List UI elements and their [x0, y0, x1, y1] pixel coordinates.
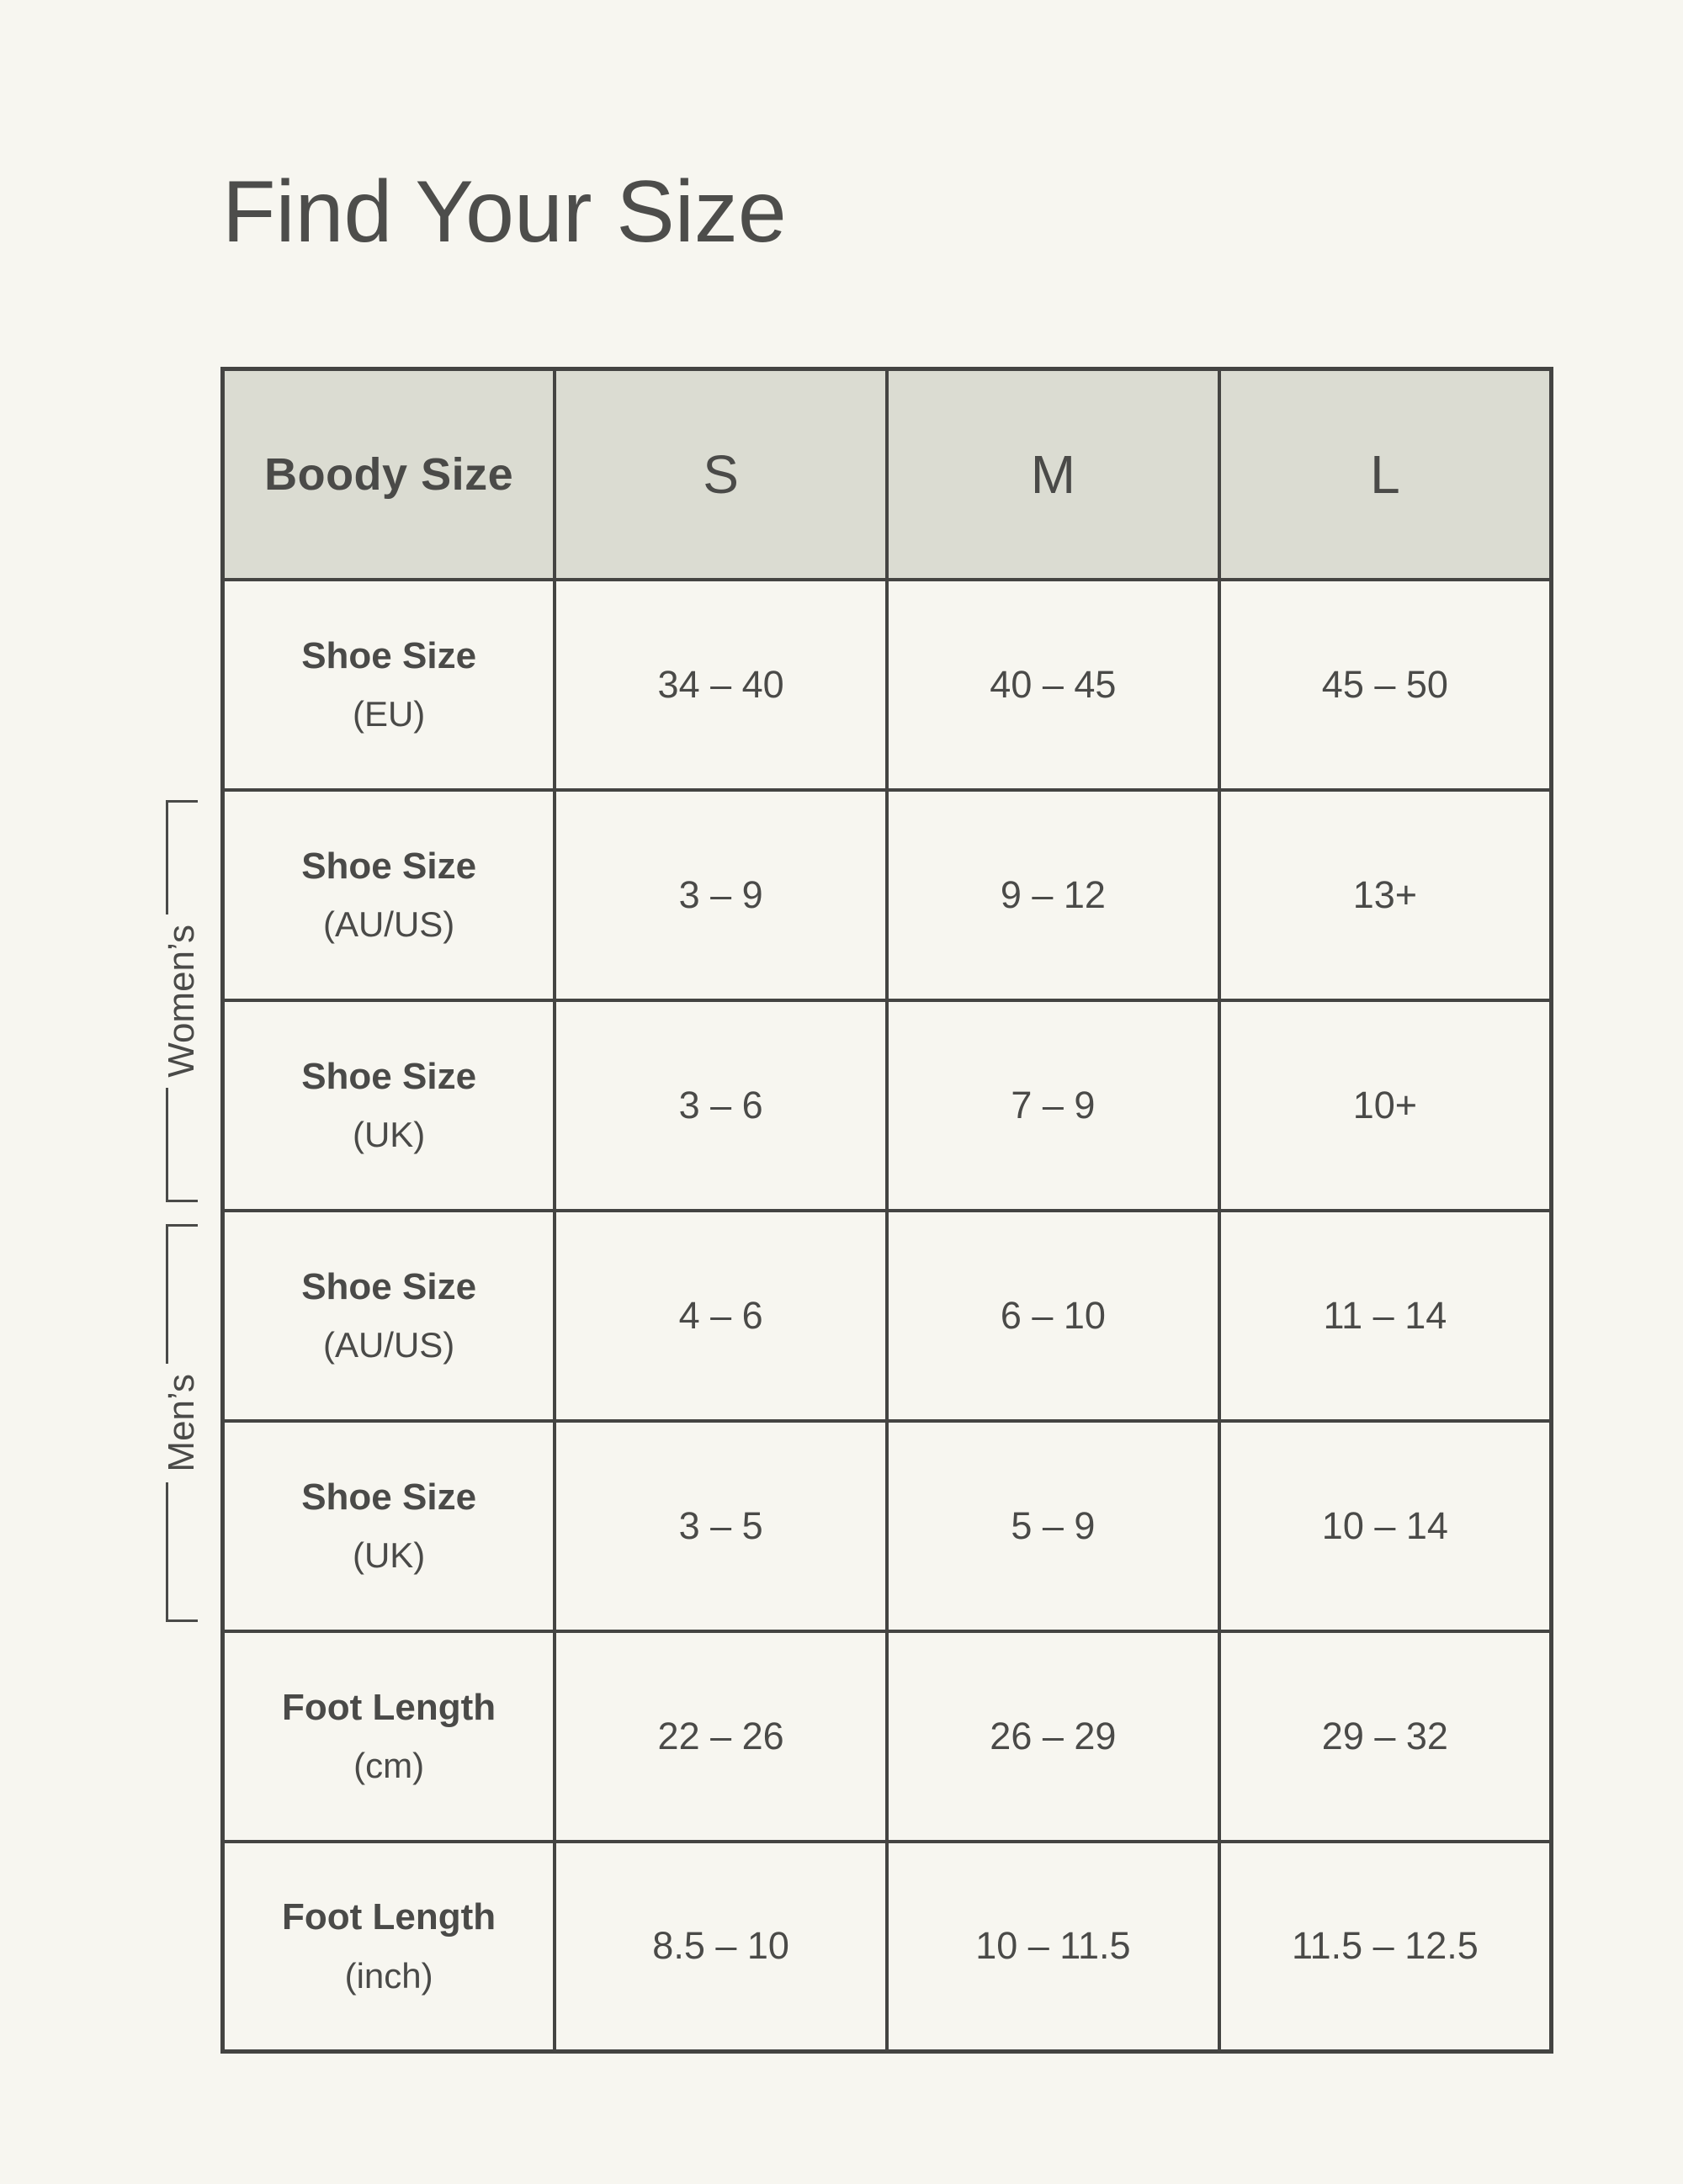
- row-label-shoe-size-eu: Shoe Size (EU): [220, 577, 557, 792]
- mens-group-label: Men’s: [161, 1374, 202, 1472]
- row-label-sub: (EU): [352, 694, 426, 734]
- row-label-shoe-size-auus-womens: Shoe Size (AU/US): [220, 787, 557, 1002]
- page-title: Find Your Size: [222, 163, 787, 261]
- cell-value: 11.5 – 12.5: [1217, 1839, 1553, 2054]
- table-row-shoe-size-eu: Shoe Size (EU) 34 – 40 40 – 45 45 – 50: [220, 577, 1553, 792]
- cell-value: 4 – 6: [553, 1208, 889, 1423]
- cell-value: 10 – 14: [1217, 1418, 1553, 1633]
- header-size-s: S: [553, 367, 889, 581]
- womens-group-bracket: Women’s: [161, 800, 202, 1202]
- row-label-main: Shoe Size: [301, 1476, 477, 1518]
- row-label-main: Shoe Size: [301, 1265, 477, 1307]
- row-label-shoe-size-uk-mens: Shoe Size (UK): [220, 1418, 557, 1633]
- table-row-foot-length-cm: Foot Length (cm) 22 – 26 26 – 29 29 – 32: [220, 1629, 1553, 1843]
- mens-group-bracket: Men’s: [161, 1224, 202, 1623]
- size-chart-table: Boody Size S M L Shoe Size (EU) 34 – 40 …: [220, 367, 1553, 2054]
- row-label-sub: (AU/US): [322, 904, 455, 945]
- row-label-sub: (AU/US): [322, 1325, 455, 1365]
- row-label-main: Shoe Size: [301, 1055, 477, 1097]
- cell-value: 26 – 29: [885, 1629, 1221, 1843]
- cell-value: 34 – 40: [553, 577, 889, 792]
- womens-group-label: Women’s: [161, 925, 202, 1078]
- header-size-m: M: [885, 367, 1221, 581]
- table-row-shoe-size-uk-mens: Shoe Size (UK) 3 – 5 5 – 9 10 – 14: [220, 1418, 1553, 1633]
- cell-value: 3 – 5: [553, 1418, 889, 1633]
- row-label-sub: (UK): [352, 1535, 426, 1576]
- cell-value: 29 – 32: [1217, 1629, 1553, 1843]
- cell-value: 3 – 9: [553, 787, 889, 1002]
- table-row-foot-length-inch: Foot Length (inch) 8.5 – 10 10 – 11.5 11…: [220, 1839, 1553, 2054]
- womens-bracket-bottom-tick: [166, 1087, 198, 1202]
- row-label-main: Foot Length: [282, 1686, 496, 1728]
- row-label-shoe-size-uk-womens: Shoe Size (UK): [220, 998, 557, 1212]
- row-label-foot-length-inch: Foot Length (inch): [220, 1839, 557, 2054]
- cell-value: 10 – 11.5: [885, 1839, 1221, 2054]
- cell-value: 7 – 9: [885, 998, 1221, 1212]
- cell-value: 5 – 9: [885, 1418, 1221, 1633]
- cell-value: 10+: [1217, 998, 1553, 1212]
- row-label-sub: (cm): [353, 1746, 425, 1786]
- mens-bracket-bottom-tick: [166, 1482, 198, 1623]
- table-row-shoe-size-uk-womens: Shoe Size (UK) 3 – 6 7 – 9 10+: [220, 998, 1553, 1212]
- cell-value: 6 – 10: [885, 1208, 1221, 1423]
- row-label-shoe-size-auus-mens: Shoe Size (AU/US): [220, 1208, 557, 1423]
- row-label-foot-length-cm: Foot Length (cm): [220, 1629, 557, 1843]
- mens-bracket-top-tick: [166, 1224, 198, 1365]
- row-label-main: Shoe Size: [301, 845, 477, 887]
- row-label-main: Shoe Size: [301, 634, 477, 676]
- cell-value: 13+: [1217, 787, 1553, 1002]
- cell-value: 11 – 14: [1217, 1208, 1553, 1423]
- cell-value: 22 – 26: [553, 1629, 889, 1843]
- header-size-l: L: [1217, 367, 1553, 581]
- table-row-shoe-size-auus-mens: Shoe Size (AU/US) 4 – 6 6 – 10 11 – 14: [220, 1208, 1553, 1423]
- row-label-sub: (UK): [352, 1115, 426, 1155]
- cell-value: 40 – 45: [885, 577, 1221, 792]
- cell-value: 3 – 6: [553, 998, 889, 1212]
- cell-value: 9 – 12: [885, 787, 1221, 1002]
- cell-value: 45 – 50: [1217, 577, 1553, 792]
- table-header-row: Boody Size S M L: [220, 367, 1553, 581]
- cell-value: 8.5 – 10: [553, 1839, 889, 2054]
- table-row-shoe-size-auus-womens: Shoe Size (AU/US) 3 – 9 9 – 12 13+: [220, 787, 1553, 1002]
- row-label-sub: (inch): [344, 1955, 433, 1996]
- header-boody-size: Boody Size: [220, 367, 557, 581]
- womens-bracket-top-tick: [166, 800, 198, 915]
- row-label-main: Foot Length: [282, 1896, 496, 1938]
